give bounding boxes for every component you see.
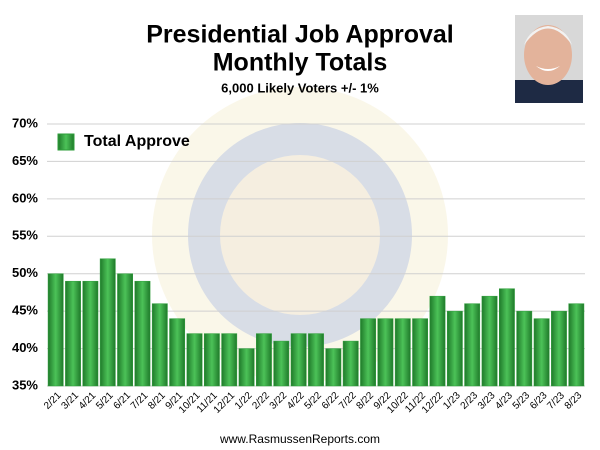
y-tick-label: 55% xyxy=(12,228,38,243)
chart-title: Presidential Job Approval xyxy=(146,21,453,49)
y-tick-label: 45% xyxy=(12,303,38,318)
bar xyxy=(360,318,376,387)
x-tick-label: 3/21 xyxy=(59,390,81,412)
bar xyxy=(203,333,220,387)
bar xyxy=(499,288,515,387)
legend-label: Total Approve xyxy=(84,133,190,150)
x-tick-label: 1/23 xyxy=(441,390,463,412)
bar xyxy=(290,333,307,387)
x-tick-label: 5/21 xyxy=(94,390,116,412)
bars xyxy=(47,258,585,387)
bar xyxy=(394,318,411,387)
x-tick-label: 2/21 xyxy=(42,390,64,412)
x-tick-label: 3/22 xyxy=(268,390,290,412)
y-tick-label: 35% xyxy=(12,377,38,392)
x-tick-label: 8/23 xyxy=(563,390,585,412)
x-tick-label: 6/23 xyxy=(528,390,550,412)
bar xyxy=(221,333,238,387)
x-tick-label: 3/23 xyxy=(476,390,498,412)
bar xyxy=(117,273,133,387)
bar xyxy=(551,310,567,387)
chart-title: Monthly Totals xyxy=(213,49,388,77)
bar xyxy=(99,258,116,387)
bar xyxy=(186,333,203,387)
bar xyxy=(568,303,585,387)
x-tick-label: 1/22 xyxy=(233,390,255,412)
x-tick-label: 5/22 xyxy=(302,390,324,412)
bar xyxy=(151,303,168,387)
bar xyxy=(238,348,255,387)
source: www.RasmussenReports.com xyxy=(219,432,380,446)
bar xyxy=(169,318,186,387)
x-tick-label: 8/21 xyxy=(146,390,168,412)
bar xyxy=(65,280,81,387)
bar xyxy=(82,280,99,387)
x-tick-label: 4/23 xyxy=(493,390,515,412)
y-tick-label: 40% xyxy=(12,340,38,355)
bar xyxy=(446,310,463,387)
bar xyxy=(516,310,533,387)
x-tick-label: 4/21 xyxy=(77,390,99,412)
x-tick-label: 8/22 xyxy=(355,390,377,412)
bar xyxy=(47,273,64,387)
y-tick-label: 65% xyxy=(12,153,38,168)
legend-swatch xyxy=(57,133,75,151)
y-tick-label: 60% xyxy=(12,190,38,205)
x-tick-label: 6/21 xyxy=(112,390,134,412)
bar xyxy=(273,340,290,387)
bar xyxy=(481,295,498,387)
bar xyxy=(308,333,324,387)
y-tick-label: 70% xyxy=(12,115,38,130)
bar xyxy=(325,348,342,387)
bar xyxy=(256,333,272,387)
x-tick-label: 7/22 xyxy=(337,390,359,412)
bar xyxy=(412,318,429,387)
x-tick-label: 5/23 xyxy=(511,390,533,412)
x-tick-label: 6/22 xyxy=(320,390,342,412)
bar xyxy=(134,280,151,387)
x-tick-label: 2/22 xyxy=(250,390,272,412)
y-tick-label: 50% xyxy=(12,265,38,280)
x-tick-label: 7/23 xyxy=(545,390,567,412)
x-tick-label: 4/22 xyxy=(285,390,307,412)
bar xyxy=(429,295,446,387)
portrait xyxy=(515,15,583,103)
x-tick-label: 7/21 xyxy=(129,390,151,412)
bar xyxy=(377,318,394,387)
bar xyxy=(464,303,481,387)
chart-subtitle: 6,000 Likely Voters +/- 1% xyxy=(221,80,379,95)
bar xyxy=(533,318,550,387)
bar xyxy=(342,340,359,387)
x-tick-label: 2/23 xyxy=(459,390,481,412)
